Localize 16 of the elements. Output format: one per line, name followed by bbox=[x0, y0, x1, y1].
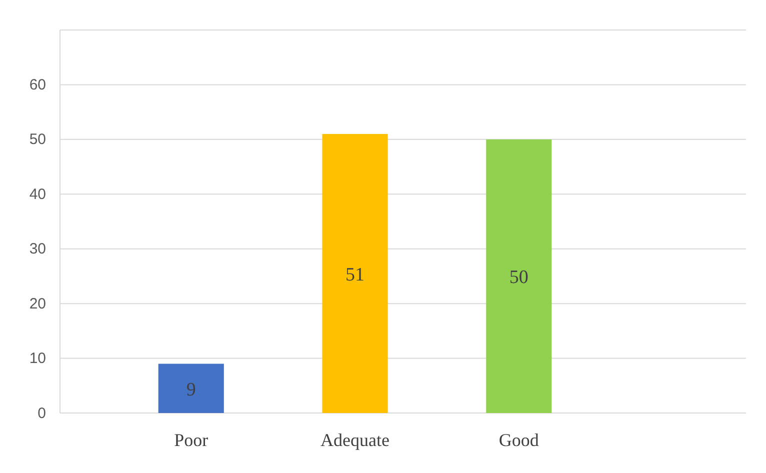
y-tick-label: 30 bbox=[29, 240, 46, 258]
y-tick-label: 0 bbox=[38, 404, 46, 422]
bar bbox=[322, 134, 388, 413]
y-tick-label: 50 bbox=[29, 131, 46, 148]
y-tick-label: 60 bbox=[29, 76, 46, 94]
bar bbox=[486, 139, 552, 413]
data-label: 51 bbox=[346, 264, 364, 286]
x-tick-label: Adequate bbox=[320, 430, 390, 450]
data-label: 50 bbox=[509, 267, 528, 288]
y-tick-label: 20 bbox=[29, 295, 46, 312]
x-tick-label: Good bbox=[498, 430, 539, 450]
y-tick-label: 10 bbox=[29, 350, 46, 368]
y-tick-label: 40 bbox=[29, 186, 46, 203]
bar bbox=[158, 364, 224, 413]
x-tick-label: Poor bbox=[174, 430, 208, 450]
data-label: 9 bbox=[186, 379, 196, 400]
